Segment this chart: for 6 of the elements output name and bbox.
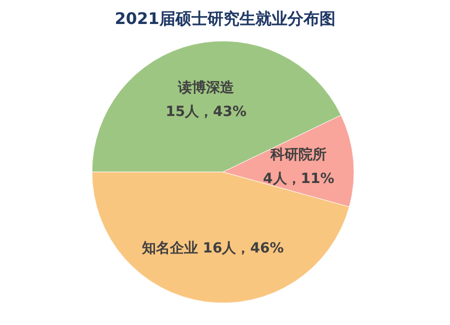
data-label: 4人，11% [263,171,334,188]
chart-title: 2021届硕士研究生就业分布图 [114,9,336,28]
data-label: 15人，43% [166,104,247,120]
slice-label: 知名企业 16人，46% [140,240,284,256]
slice-label: 科研院所 [270,146,327,164]
slice-label: 读博深造 [177,80,236,96]
